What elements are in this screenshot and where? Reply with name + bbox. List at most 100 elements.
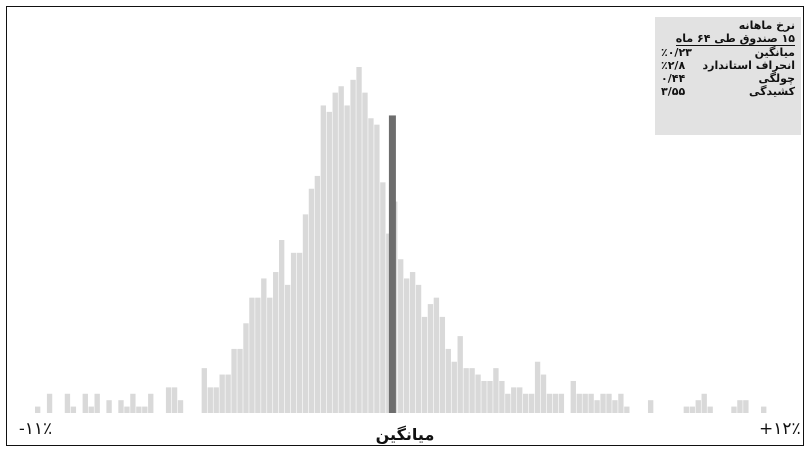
histogram-bar — [88, 406, 94, 413]
histogram-bar — [219, 374, 225, 413]
histogram-bar — [106, 400, 112, 413]
histogram-bar — [225, 374, 231, 413]
histogram-bar — [177, 400, 184, 413]
histogram-bar — [380, 182, 386, 413]
histogram-bar — [433, 297, 440, 413]
x-tick-right: +۱۲٪ — [759, 419, 801, 439]
x-axis-label: میانگین — [375, 425, 435, 444]
histogram-bar — [398, 259, 404, 413]
histogram-bar — [695, 400, 701, 413]
histogram-bar — [647, 400, 654, 413]
histogram-bar — [481, 380, 487, 413]
histogram-bar — [279, 240, 285, 413]
histogram-bar — [469, 368, 475, 413]
histogram-bar — [302, 214, 309, 413]
histogram-bar — [552, 393, 559, 413]
histogram-bar — [46, 393, 53, 413]
histogram-bar — [314, 175, 321, 413]
chart-frame: نرخ ماهانه ۱۵ صندوق طی ۶۴ ماه میانگین ٪۰… — [6, 6, 804, 446]
histogram-bar — [70, 406, 77, 413]
histogram-bar — [582, 393, 588, 413]
stat-label: کشیدگی — [749, 85, 795, 98]
histogram-bar — [445, 348, 451, 413]
histogram-bar — [231, 348, 237, 413]
histogram-bar — [249, 297, 255, 413]
histogram-bar — [148, 393, 154, 413]
stat-row-skewness: چولگی ۰/۴۴ — [661, 72, 795, 85]
histogram-bar — [165, 387, 172, 413]
histogram-bar — [421, 316, 428, 413]
histogram-bar — [588, 393, 594, 413]
stat-value: ۰/۴۴ — [661, 72, 686, 85]
histogram-bar — [94, 393, 100, 413]
histogram-bar — [439, 316, 446, 413]
histogram-bar — [600, 393, 606, 413]
histogram-bar — [82, 393, 88, 413]
chart-subtitle: ۱۵ صندوق طی ۶۴ ماه — [675, 32, 795, 46]
histogram-bar — [493, 368, 499, 413]
histogram-bar — [344, 105, 350, 413]
histogram-bar — [528, 393, 535, 413]
histogram-bar — [237, 348, 243, 413]
histogram-bar — [290, 252, 297, 413]
stat-label: چولگی — [758, 72, 795, 85]
histogram-bar — [403, 278, 410, 413]
histogram-bar — [558, 393, 565, 413]
mean-bar — [388, 115, 396, 413]
histogram-plot — [35, 67, 767, 414]
histogram-bar — [505, 393, 511, 413]
histogram-bar — [362, 92, 368, 413]
stat-row-kurtosis: کشیدگی ۳/۵۵ — [661, 85, 795, 98]
histogram-bar — [142, 406, 148, 413]
histogram-bar — [546, 393, 553, 413]
histogram-bar — [487, 380, 493, 413]
histogram-bar — [130, 393, 136, 413]
histogram-bar — [683, 406, 690, 413]
histogram-bar — [761, 406, 767, 413]
histogram-bar — [457, 336, 463, 413]
histogram-bar — [338, 86, 344, 413]
histogram-bar — [320, 105, 327, 413]
histogram-bar — [523, 393, 529, 413]
histogram-bar — [308, 188, 315, 413]
histogram-bar — [612, 400, 618, 413]
histogram-bar — [701, 393, 707, 413]
histogram-bar — [540, 374, 547, 413]
histogram-bar — [415, 284, 422, 413]
chart-title: نرخ ماهانه — [738, 19, 795, 32]
histogram-bar — [136, 406, 142, 413]
histogram-bar — [171, 387, 178, 413]
histogram-bar — [118, 400, 124, 413]
histogram-bar — [606, 393, 612, 413]
stat-label: انحراف استاندارد — [702, 59, 796, 72]
stat-row-stddev: انحراف استاندارد ٪۲/۸ — [661, 59, 795, 72]
stats-box: نرخ ماهانه ۱۵ صندوق طی ۶۴ ماه میانگین ٪۰… — [655, 17, 801, 135]
histogram-bar — [731, 406, 737, 413]
histogram-bar — [707, 406, 713, 413]
histogram-bar — [511, 387, 517, 413]
histogram-bar — [201, 368, 207, 413]
histogram-bar — [743, 400, 749, 413]
histogram-bar — [386, 233, 392, 413]
stat-value: ٪۲/۸ — [661, 59, 686, 72]
histogram-bar — [570, 380, 576, 413]
histogram-bar — [624, 406, 630, 413]
histogram-bar — [213, 387, 219, 413]
histogram-bar — [427, 304, 434, 413]
histogram-bar — [207, 387, 213, 413]
histogram-bar — [273, 272, 279, 413]
histogram-bar — [296, 252, 303, 413]
histogram-bar — [332, 92, 338, 413]
stat-label: میانگین — [754, 46, 795, 59]
histogram-bar — [689, 406, 695, 413]
histogram-bar — [261, 278, 267, 413]
histogram-bar — [124, 406, 130, 413]
histogram-bar — [368, 118, 374, 413]
stat-value: ٪۰/۲۳ — [661, 46, 692, 59]
histogram-bar — [64, 393, 71, 413]
stat-value: ۳/۵۵ — [661, 85, 686, 98]
histogram-bar — [534, 361, 541, 413]
histogram-bar — [463, 368, 469, 413]
stat-row-mean: میانگین ٪۰/۲۳ — [661, 46, 795, 59]
histogram-bar — [409, 272, 416, 413]
